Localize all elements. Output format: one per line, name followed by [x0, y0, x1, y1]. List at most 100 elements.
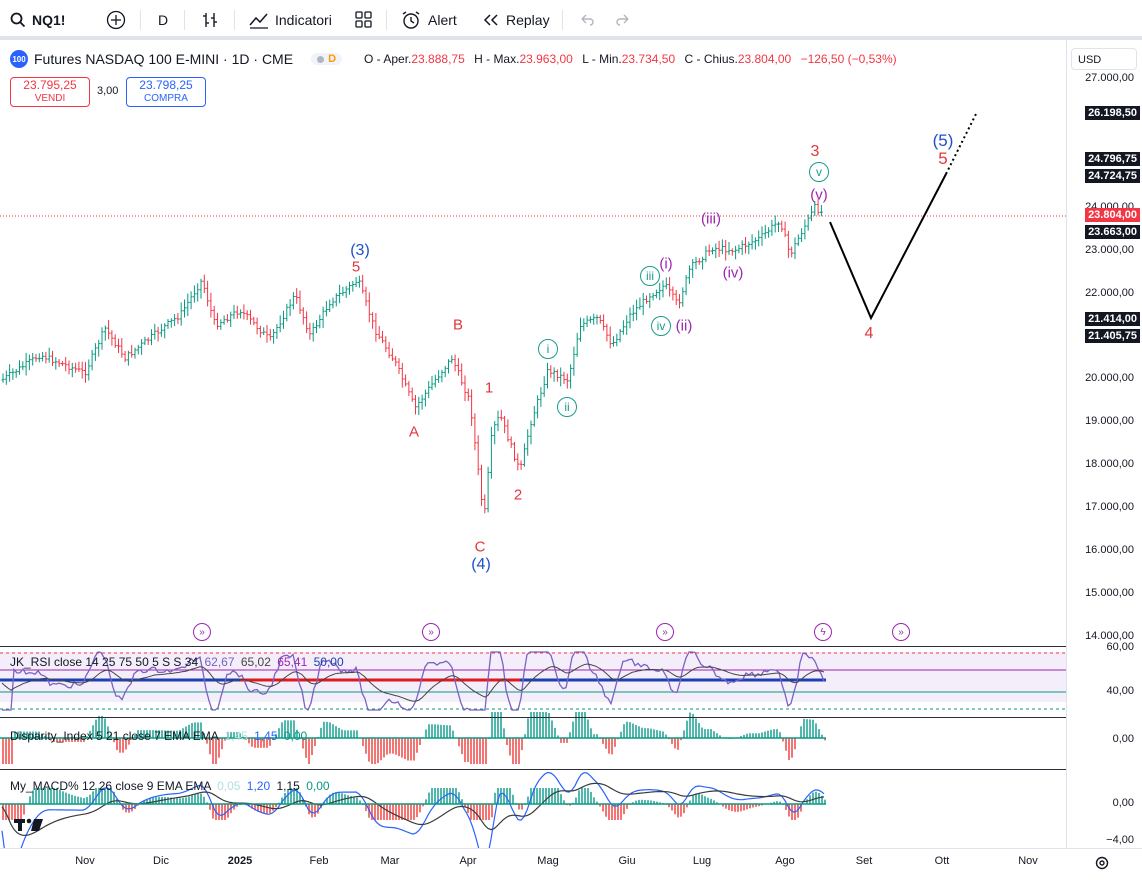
dividend-event-icon[interactable]: » — [656, 623, 674, 641]
macd-bar — [14, 804, 16, 820]
disparity-bar — [773, 729, 775, 738]
disparity-bar — [344, 730, 346, 738]
macd-bar — [17, 804, 19, 820]
rsi-line — [2, 651, 825, 711]
buy-button[interactable]: 23.798,25 COMPRA — [126, 77, 206, 107]
macd-bar — [470, 804, 472, 820]
disparity-bar — [284, 720, 286, 738]
disparity-bar — [791, 738, 793, 758]
disparity-bar — [548, 713, 550, 738]
macd-bar — [440, 788, 442, 804]
layouts-button[interactable] — [354, 8, 374, 32]
undo-button[interactable] — [578, 8, 596, 32]
replay-button[interactable]: Replay — [482, 8, 550, 32]
macd-bar — [638, 799, 640, 804]
disparity-bar — [260, 738, 262, 748]
grid-icon — [355, 11, 372, 28]
compare-button[interactable] — [106, 8, 126, 32]
disparity-bar — [620, 731, 622, 738]
macd-value-2: 1,20 — [246, 779, 271, 793]
disparity-bar — [353, 730, 355, 738]
settings-button[interactable] — [1094, 855, 1110, 876]
indicators-button[interactable]: Indicatori — [248, 8, 332, 32]
rsi-name: JK_RSI close 14 25 75 50 5 S S 34 — [10, 655, 199, 669]
disparity-bar — [503, 728, 505, 738]
indicators-label: Indicatori — [275, 12, 332, 28]
currency-selector[interactable]: USD — [1071, 48, 1137, 70]
symbol-search-button[interactable]: NQ1! — [10, 8, 65, 32]
disparity-bar — [239, 733, 241, 738]
wave-label-5-blue: (5) — [932, 131, 954, 150]
alert-button[interactable]: Alert — [400, 8, 457, 32]
sell-button[interactable]: 23.795,25 VENDI — [10, 77, 90, 107]
dividend-event-icon[interactable]: » — [422, 623, 440, 641]
dividend-event-icon[interactable]: » — [193, 623, 211, 641]
price-tag: 21.414,00 — [1085, 312, 1140, 326]
tradingview-logo[interactable] — [14, 816, 46, 837]
disparity-bar — [782, 738, 784, 742]
disparity-bar — [662, 731, 664, 738]
chart-type-button[interactable] — [200, 8, 220, 32]
macd-bar — [209, 804, 211, 810]
price-tick: 22.000,00 — [1085, 287, 1134, 299]
disparity-legend[interactable]: Disparity_Index 5 21 close 7 EMA EMA 1,4… — [10, 729, 307, 743]
price-tick: 14.000,00 — [1085, 630, 1134, 642]
chart-canvas[interactable]: 100 Futures NASDAQ 100 E-MINI · 1D · CME… — [0, 40, 1066, 848]
time-axis[interactable]: Nov Dic 2025 Feb Mar Apr Mag Giu Lug Ago… — [0, 848, 1142, 880]
macd-bar — [644, 799, 646, 804]
disparity-bar — [740, 736, 742, 738]
toolbar-divider — [234, 10, 235, 30]
lightning-event-icon[interactable]: ϟ — [814, 623, 832, 641]
disparity-value-3: 0,00 — [283, 729, 308, 743]
price-axis[interactable]: USD 27.000,00 24.000,00 23.000,00 22.000… — [1066, 40, 1142, 848]
nasdaq-logo-icon: 100 — [10, 50, 28, 68]
data-delay-badge[interactable]: D — [311, 53, 343, 65]
macd-bar — [596, 801, 598, 804]
disparity-bar — [119, 738, 121, 753]
disparity-bar — [122, 738, 124, 753]
disparity-bar — [131, 738, 133, 740]
macd-bar — [203, 796, 205, 804]
disparity-bar — [248, 738, 250, 744]
dividend-event-icon[interactable]: » — [892, 623, 910, 641]
disparity-bar — [686, 720, 688, 738]
pane-divider[interactable] — [0, 769, 1066, 770]
disparity-bar — [80, 738, 82, 742]
macd-bar — [779, 801, 781, 804]
disparity-bar — [614, 738, 616, 747]
macd-bar — [371, 804, 373, 820]
disparity-bar — [416, 738, 418, 753]
toolbar-divider — [562, 10, 563, 30]
pane-divider[interactable] — [0, 646, 1066, 647]
disparity-bar — [272, 738, 274, 740]
macd-bar — [737, 804, 739, 812]
rsi-legend[interactable]: JK_RSI close 14 25 75 50 5 S S 34 62,67 … — [10, 655, 344, 669]
macd-name: My_MACD% 12 26 close 9 EMA EMA — [10, 779, 211, 793]
macd-bar — [527, 796, 529, 804]
macd-bar — [47, 788, 49, 804]
disparity-bar — [8, 738, 10, 764]
disparity-bar — [656, 730, 658, 738]
macd-bar — [110, 788, 112, 804]
disparity-bar — [788, 738, 790, 760]
macd-legend[interactable]: My_MACD% 12 26 close 9 EMA EMA 0,05 1,20… — [10, 779, 330, 793]
disparity-bar — [212, 738, 214, 764]
macd-bar — [311, 804, 313, 818]
disparity-bar — [824, 738, 826, 741]
macd-bar — [197, 793, 199, 804]
redo-button[interactable] — [614, 8, 632, 32]
macd-bar — [431, 788, 433, 804]
macd-bar — [152, 797, 154, 804]
disparity-bar — [821, 734, 823, 738]
pane-divider[interactable] — [0, 717, 1066, 718]
high-value: 23.963,00 — [519, 52, 573, 66]
macd-bar — [581, 788, 583, 804]
disparity-bar — [230, 732, 232, 738]
interval-button[interactable]: D — [158, 8, 168, 32]
price-chart-svg[interactable] — [0, 40, 1066, 848]
disparity-bar — [17, 731, 19, 738]
macd-bar — [569, 804, 571, 806]
macd-bar — [50, 788, 52, 804]
disparity-bar — [515, 738, 517, 764]
disparity-bar — [755, 733, 757, 738]
